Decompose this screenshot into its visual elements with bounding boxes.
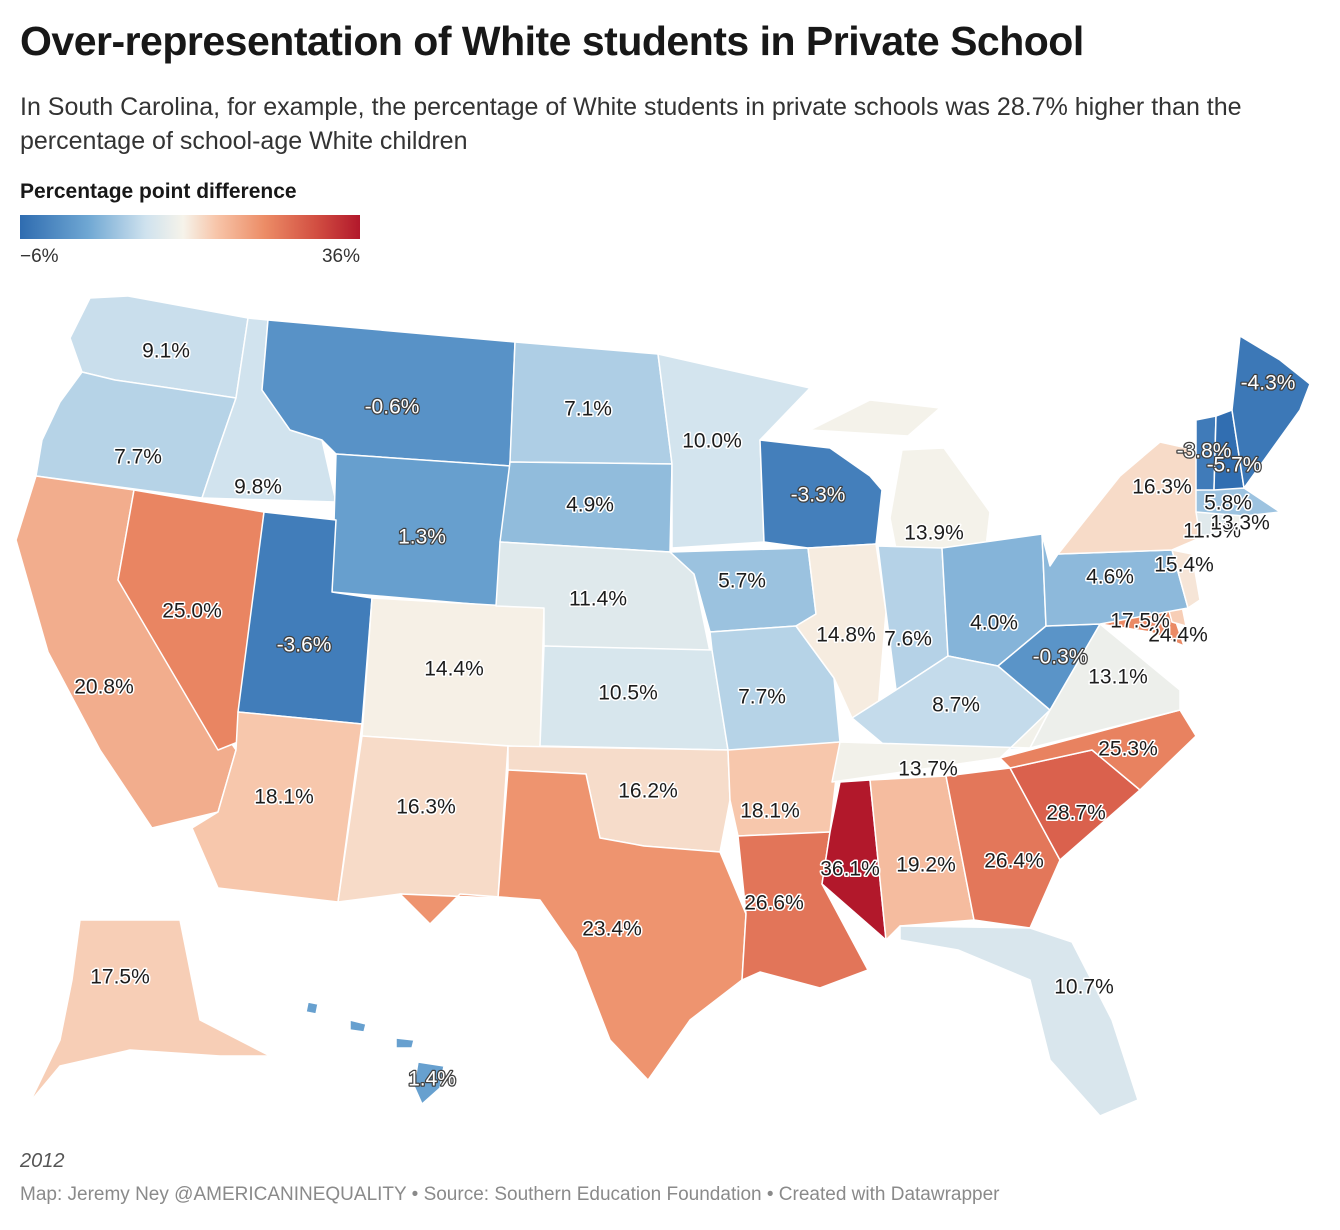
state-label-louisiana: 26.6%	[744, 892, 804, 915]
state-label-colorado: 14.4%	[424, 658, 484, 681]
state-label-west-virginia: -0.3%	[1033, 646, 1088, 669]
state-label-montana: -0.6%	[365, 396, 420, 419]
state-label-tennessee: 13.7%	[898, 758, 958, 781]
state-label-nebraska: 11.4%	[569, 588, 627, 611]
us-choropleth-map: 9.1% 7.7% 20.8% 25.0% 9.8% -0.6% 1.3% -3.6% 18.1…	[15, 295, 1311, 1117]
state-label-south-carolina: 28.7%	[1046, 802, 1106, 825]
state-label-south-dakota: 4.9%	[566, 494, 614, 517]
chart-subtitle: In South Carolina, for example, the perc…	[20, 93, 1242, 155]
state-label-new-hampshire: -5.7%	[1207, 454, 1262, 477]
year-note: 2012	[20, 1150, 65, 1172]
state-label-kansas: 10.5%	[598, 682, 658, 705]
state-label-indiana: 7.6%	[884, 628, 932, 651]
state-texas[interactable]	[399, 769, 747, 1081]
state-label-ohio: 4.0%	[970, 612, 1018, 635]
state-label-utah: -3.6%	[277, 634, 332, 657]
labels-layer: 9.1% 7.7% 20.8% 25.0% 9.8% -0.6% 1.3% -3.6% 18.1…	[73, 338, 1297, 1092]
state-label-minnesota: 10.0%	[682, 430, 742, 453]
state-label-arizona: 18.1%	[254, 786, 314, 809]
state-label-north-dakota: 7.1%	[564, 398, 612, 421]
state-label-oregon: 7.7%	[114, 446, 162, 469]
legend-color-scale	[20, 215, 360, 239]
state-label-alaska: 17.5%	[90, 966, 150, 989]
state-label-vermont: -3.8%	[1177, 440, 1232, 463]
state-label-new-mexico: 16.3%	[396, 796, 456, 819]
state-new-jersey[interactable]	[1171, 549, 1201, 609]
state-label-pennsylvania: 4.6%	[1086, 566, 1134, 589]
state-label-georgia: 26.4%	[984, 850, 1044, 873]
states-layer	[15, 295, 1311, 1117]
state-label-new-york: 16.3%	[1132, 476, 1192, 499]
state-wisconsin[interactable]	[759, 439, 883, 549]
state-alabama[interactable]	[869, 775, 975, 941]
state-virginia[interactable]	[1029, 623, 1181, 749]
state-label-missouri: 7.7%	[738, 686, 786, 709]
state-maine[interactable]	[1231, 335, 1311, 489]
legend-title: Percentage point difference	[20, 180, 297, 203]
state-new-mexico[interactable]	[337, 735, 509, 903]
state-label-texas: 23.4%	[582, 918, 642, 941]
state-label-massachusetts: 5.8%	[1204, 492, 1252, 515]
state-label-iowa: 5.7%	[718, 570, 766, 593]
state-label-nevada: 25.0%	[162, 600, 222, 623]
state-arizona[interactable]	[191, 711, 363, 903]
state-label-virginia: 13.1%	[1088, 666, 1148, 689]
state-nevada[interactable]	[117, 489, 265, 751]
state-label-arkansas: 18.1%	[740, 800, 800, 823]
state-label-illinois: 14.8%	[816, 624, 876, 647]
chart-title: Over-representation of White students in…	[20, 18, 1084, 64]
state-label-california: 20.8%	[74, 676, 134, 699]
state-label-maine: -4.3%	[1241, 372, 1296, 395]
state-label-kentucky: 8.7%	[932, 694, 980, 717]
state-label-delaware: 17.5%	[1110, 610, 1170, 633]
state-label-wyoming: 1.3%	[398, 526, 446, 549]
state-label-washington: 9.1%	[142, 340, 190, 363]
state-label-north-carolina: 25.3%	[1098, 738, 1158, 761]
credit-line: Map: Jeremy Ney @AMERICANINEQUALITY • So…	[20, 1184, 1000, 1205]
state-hawaii[interactable]	[305, 1001, 445, 1105]
state-label-florida: 10.7%	[1054, 976, 1114, 999]
legend-min-label: −6%	[20, 246, 59, 267]
state-label-hawaii: 1.4%	[408, 1068, 456, 1091]
state-label-connecticut: 11.5%	[1183, 520, 1241, 543]
state-label-wisconsin: -3.3%	[791, 484, 846, 507]
state-label-oklahoma: 16.2%	[618, 780, 678, 803]
state-tennessee[interactable]	[831, 709, 1051, 783]
state-label-rhode-island: 13.3%	[1210, 512, 1270, 535]
state-label-new-jersey: 15.4%	[1154, 554, 1214, 577]
state-label-michigan: 13.9%	[904, 522, 964, 545]
state-alaska[interactable]	[29, 919, 271, 1103]
state-label-maryland: 24.4%	[1148, 624, 1208, 647]
state-label-mississippi: 36.1%	[820, 858, 880, 881]
state-label-idaho: 9.8%	[234, 476, 282, 499]
legend-max-label: 36%	[321, 246, 360, 267]
state-florida[interactable]	[899, 925, 1139, 1117]
state-label-alabama: 19.2%	[896, 854, 956, 877]
